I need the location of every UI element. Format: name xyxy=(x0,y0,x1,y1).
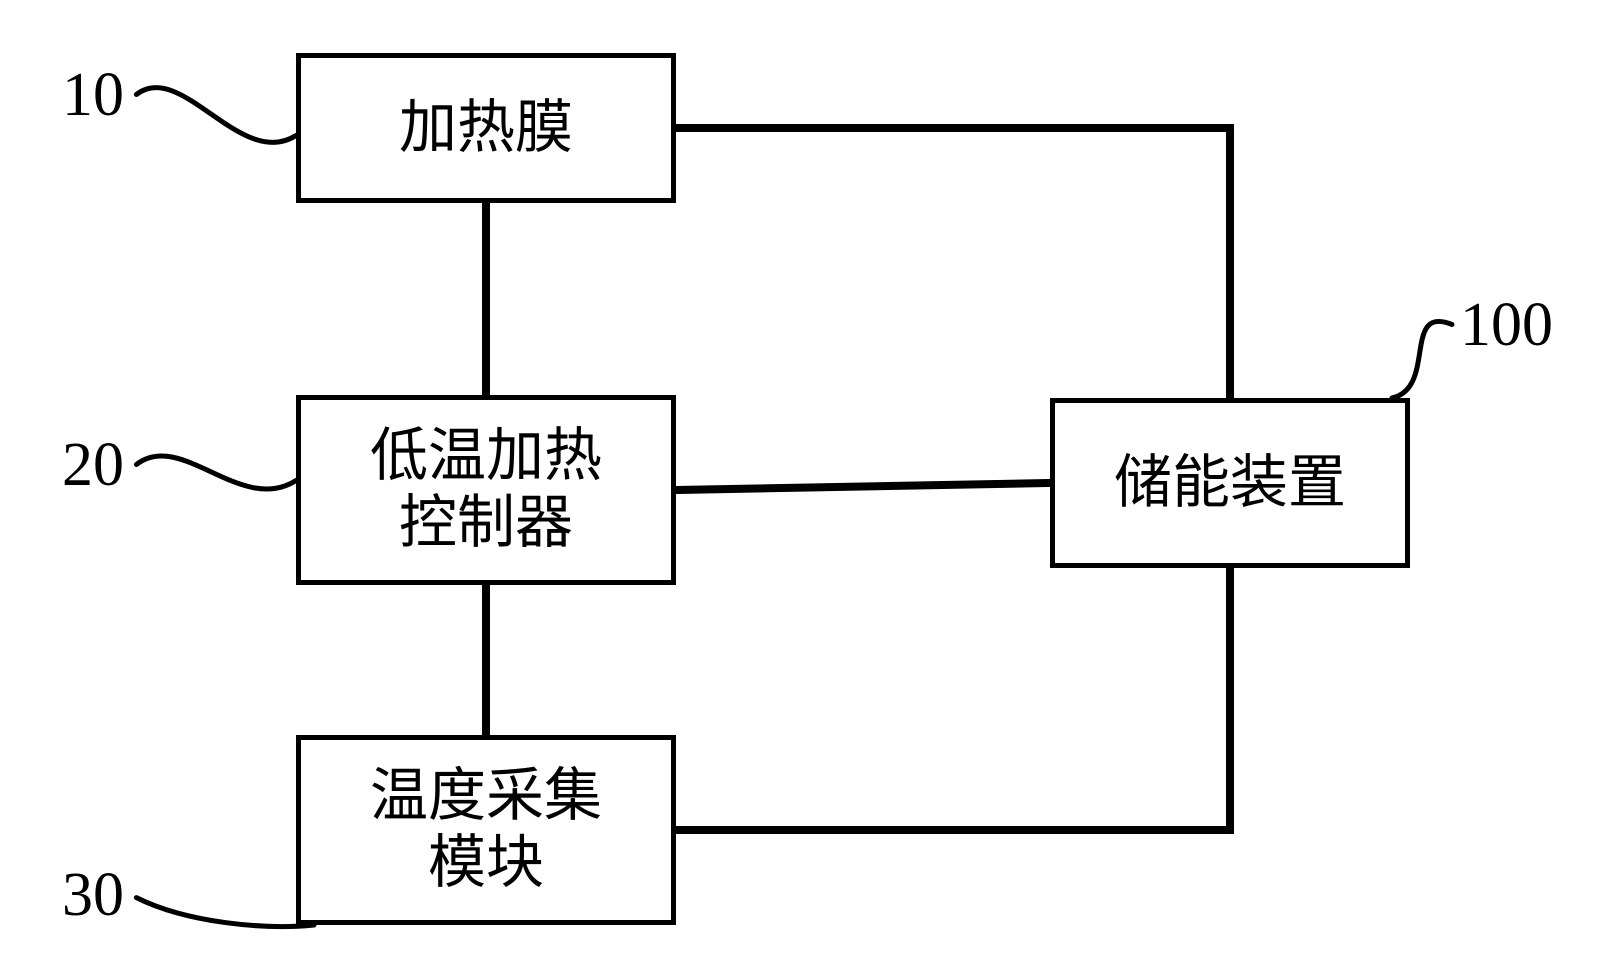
ref-label-100: 100 xyxy=(1460,290,1553,361)
node-energy-storage: 储能装置 xyxy=(1050,398,1410,568)
node-heating-film-label: 加热膜 xyxy=(399,95,573,162)
block-diagram: 加热膜 低温加热控制器 温度采集模块 储能装置 10 20 30 100 xyxy=(0,0,1614,969)
ref-label-10: 10 xyxy=(62,60,124,131)
node-temp-module-label: 温度采集模块 xyxy=(370,763,602,896)
node-temp-module: 温度采集模块 xyxy=(296,735,676,925)
ref-label-30: 30 xyxy=(62,860,124,931)
node-low-temp-controller: 低温加热控制器 xyxy=(296,395,676,585)
ref-label-20: 20 xyxy=(62,430,124,501)
node-low-temp-controller-label: 低温加热控制器 xyxy=(370,423,602,556)
node-energy-storage-label: 储能装置 xyxy=(1114,450,1346,517)
node-heating-film: 加热膜 xyxy=(296,53,676,203)
